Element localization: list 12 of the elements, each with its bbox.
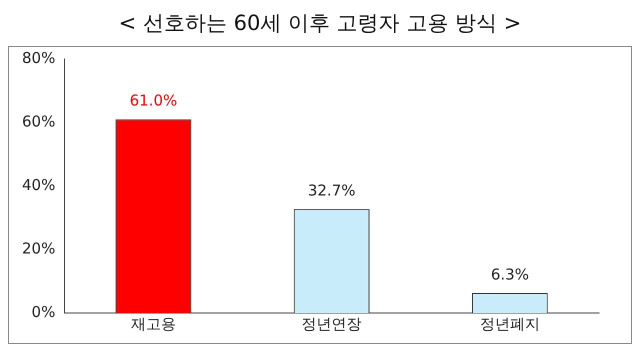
data-label: 61.0% — [130, 92, 178, 110]
x-tick-label: 정년폐지 — [480, 314, 540, 333]
x-tick-label: 재고용 — [130, 314, 176, 333]
y-tick-label: 40% — [22, 176, 56, 194]
x-tick-label: 정년연장 — [302, 314, 362, 333]
data-label: 32.7% — [308, 182, 356, 200]
chart-title: < 선호하는 60세 이후 고령자 고용 방식 > — [118, 10, 522, 37]
y-tick-label: 0% — [32, 302, 56, 321]
y-tick-label: 20% — [22, 239, 56, 258]
y-tick-label: 80% — [22, 48, 56, 67]
y-tick-label: 60% — [22, 112, 56, 130]
data-label: 6.3% — [490, 265, 529, 284]
